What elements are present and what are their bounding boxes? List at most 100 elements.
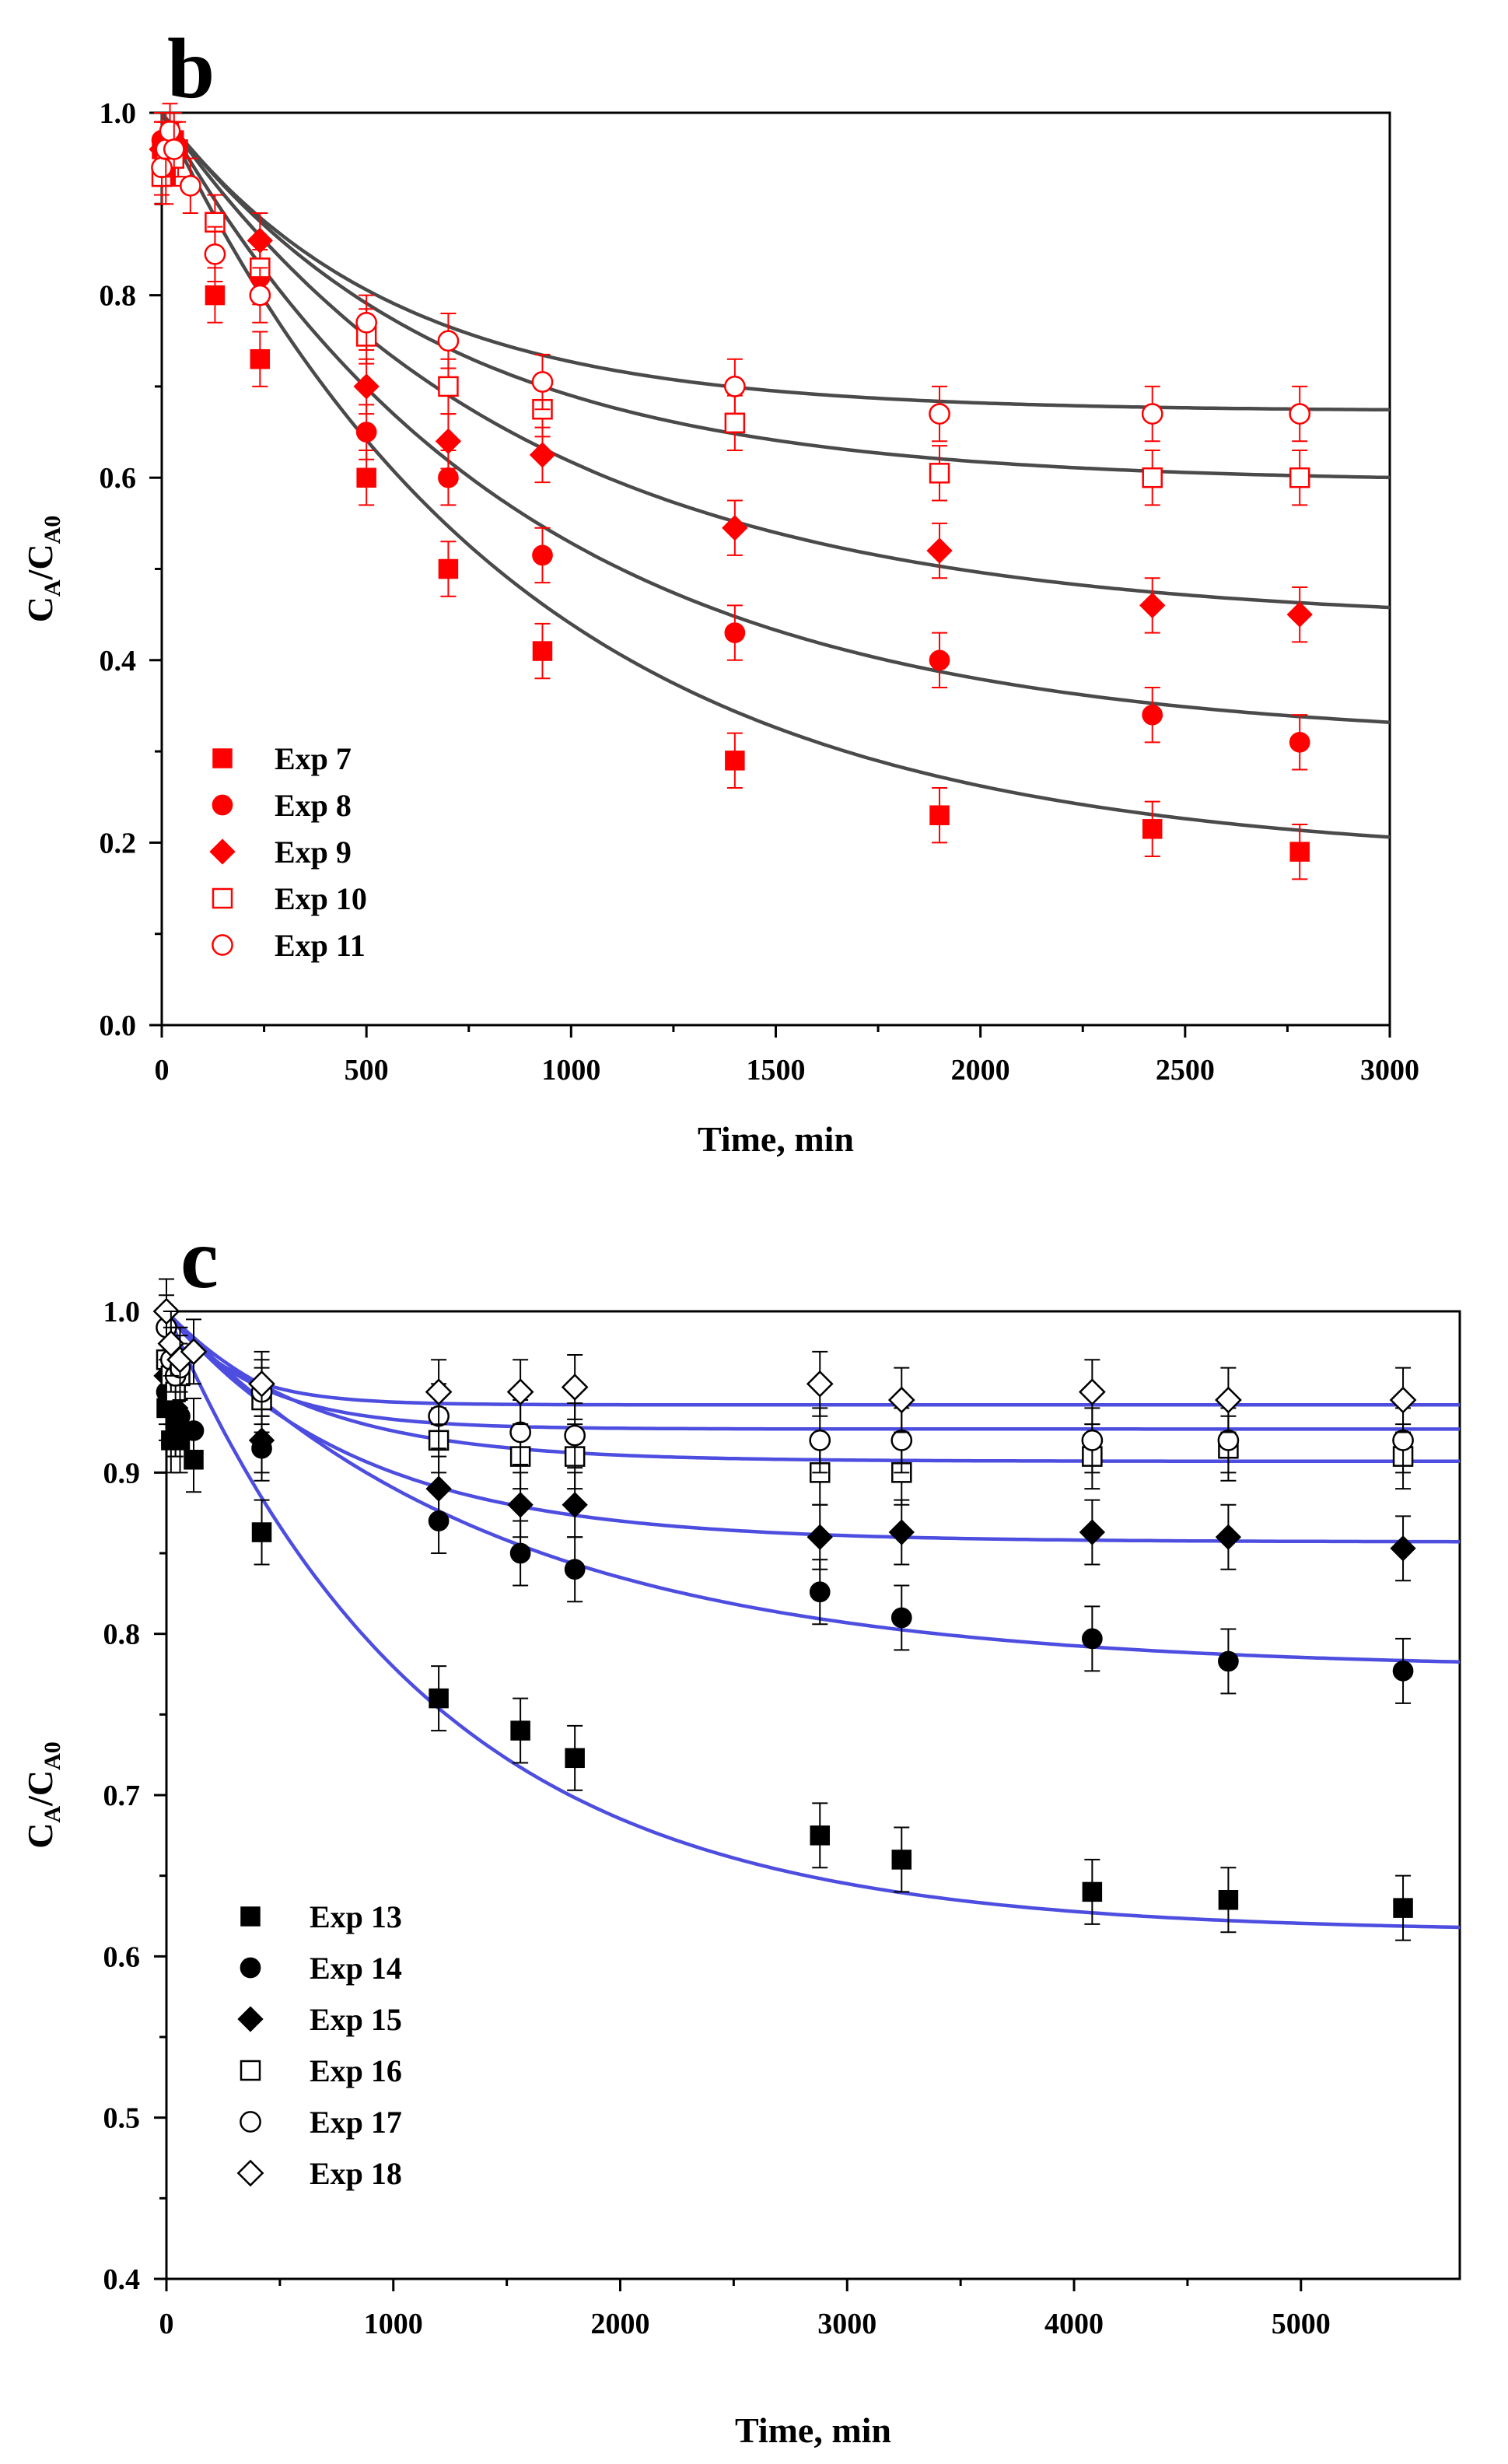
fit-curve-exp-18: [166, 1311, 1460, 1407]
data-point-exp-8: [1289, 732, 1310, 753]
data-point-exp-13: [429, 1688, 449, 1709]
data-point-exp-18: [425, 1378, 453, 1406]
legend-label: Exp 17: [310, 2105, 402, 2140]
y-tick-label: 0.8: [100, 280, 137, 313]
data-point-exp-10: [929, 463, 950, 484]
data-point-exp-15: [1215, 1524, 1242, 1550]
y-axis-title: CA/CA0: [20, 1741, 65, 1849]
legend-label: Exp 18: [310, 2156, 402, 2191]
data-point-exp-18: [1215, 1386, 1242, 1414]
data-point-exp-18: [561, 1374, 589, 1401]
data-point-exp-14: [809, 1581, 831, 1603]
data-point-exp-11: [179, 174, 201, 197]
y-tick-label: 0.9: [103, 1457, 141, 1489]
data-point-exp-7: [205, 285, 226, 306]
fit-curve-exp-9: [162, 113, 1390, 610]
data-point-exp-13: [1218, 1890, 1239, 1910]
data-point-exp-18: [887, 1386, 915, 1414]
y-axis-title-part: C: [20, 597, 60, 622]
data-point-exp-11: [163, 138, 185, 160]
legend-label: Exp 9: [275, 835, 352, 870]
data-point-exp-17: [1392, 1430, 1414, 1451]
y-tick-label: 0.7: [103, 1780, 141, 1812]
y-tick-label: 0.6: [103, 1941, 141, 1973]
data-point-exp-8: [438, 467, 459, 488]
data-point-exp-7: [725, 751, 745, 771]
legend-marker: [240, 1906, 261, 1927]
legend-label: Exp 13: [310, 1899, 402, 1934]
data-point-exp-15: [888, 1519, 915, 1545]
data-point-exp-17: [509, 1421, 531, 1444]
data-point-exp-11: [159, 120, 181, 142]
fit-curve-exp-13: [166, 1311, 1460, 1930]
x-tick-label: 5000: [1272, 2308, 1331, 2340]
legend-marker: [212, 887, 233, 909]
fit-curve-exp-7: [162, 113, 1390, 839]
data-point-exp-14: [890, 1607, 912, 1629]
data-point-exp-10: [1142, 467, 1163, 488]
data-point-exp-15: [806, 1524, 833, 1550]
y-tick-label: 1.0: [100, 97, 137, 130]
y-axis-title-part: A0: [40, 1741, 65, 1770]
y-tick-label: 0.5: [103, 2102, 141, 2135]
x-tick-label: 4000: [1044, 2308, 1104, 2340]
x-axis-title: Time, min: [735, 2410, 891, 2450]
data-point-exp-18: [180, 1338, 208, 1366]
data-point-exp-11: [1289, 403, 1311, 425]
legend-label: Exp 10: [275, 881, 367, 916]
data-point-exp-11: [531, 371, 554, 393]
y-tick-label: 0.0: [100, 1010, 137, 1042]
data-point-exp-13: [251, 1522, 272, 1542]
fit-curve-exp-11: [162, 113, 1390, 412]
data-point-exp-15: [507, 1492, 534, 1518]
data-point-exp-14: [1082, 1628, 1103, 1650]
y-axis-title-part: /C: [20, 1770, 60, 1807]
data-point-exp-15: [425, 1475, 452, 1502]
y-axis-title-part: A0: [40, 516, 65, 544]
x-tick-label: 1000: [541, 1054, 600, 1087]
y-axis-title-part: /C: [20, 544, 60, 580]
data-point-exp-7: [929, 805, 950, 825]
x-tick-label: 0: [159, 2308, 174, 2340]
data-point-exp-14: [1218, 1650, 1239, 1672]
legend-marker: [209, 838, 236, 865]
x-tick-label: 3000: [817, 2308, 876, 2340]
data-point-exp-18: [806, 1370, 834, 1398]
fit-curve-exp-10: [162, 113, 1390, 480]
data-point-exp-13: [1393, 1898, 1413, 1918]
fit-curve-exp-16: [166, 1311, 1460, 1464]
legend-marker: [212, 934, 233, 956]
data-point-exp-7: [1142, 819, 1163, 839]
y-axis-title-part: A: [40, 1806, 65, 1823]
data-point-exp-9: [353, 373, 380, 400]
x-tick-label: 2000: [951, 1054, 1010, 1087]
panel-letter: c: [180, 1211, 219, 1306]
x-axis-title: Time, min: [698, 1119, 854, 1159]
data-point-exp-8: [355, 422, 377, 443]
legend-label: Exp 16: [310, 2053, 402, 2088]
data-point-exp-14: [183, 1420, 205, 1441]
y-axis-title: CA/CA0: [20, 516, 65, 623]
y-tick-label: 0.4: [103, 2263, 141, 2296]
legend-label: Exp 7: [275, 741, 352, 776]
data-point-exp-18: [1078, 1378, 1106, 1406]
data-point-exp-18: [248, 1370, 275, 1398]
y-tick-label: 0.6: [100, 462, 137, 495]
data-point-exp-17: [1081, 1430, 1104, 1451]
data-point-exp-8: [1142, 704, 1163, 726]
legend-marker: [212, 794, 233, 816]
data-point-exp-11: [929, 403, 950, 425]
data-point-exp-18: [506, 1378, 534, 1406]
data-point-exp-17: [809, 1430, 831, 1451]
x-tick-label: 1500: [747, 1054, 806, 1087]
data-point-exp-8: [929, 649, 950, 671]
data-point-exp-14: [564, 1559, 586, 1580]
data-point-exp-17: [564, 1424, 586, 1447]
data-point-exp-17: [890, 1430, 913, 1451]
data-point-exp-10: [724, 412, 746, 434]
data-point-exp-9: [722, 515, 748, 541]
data-point-exp-15: [1390, 1535, 1416, 1562]
data-point-exp-11: [437, 330, 460, 352]
legend-marker: [240, 2060, 261, 2081]
chart-panel-b: b 0 500 1000 1500 2000 2500 3000 0.0 0.2 0.4 0.6 0.8…: [20, 21, 1419, 1159]
